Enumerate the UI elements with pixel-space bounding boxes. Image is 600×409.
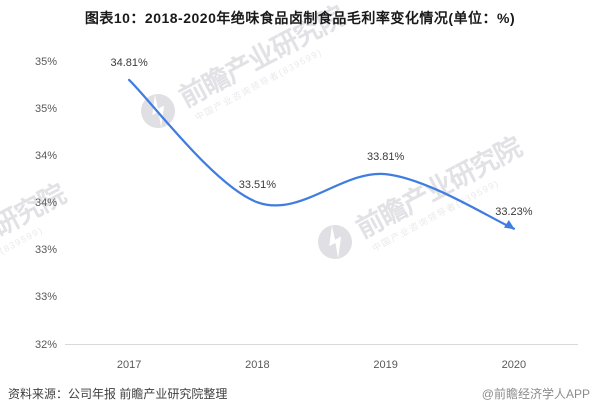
qianzhan-logo-bolt-icon [152,94,165,128]
margin-trend-line [127,78,516,230]
data-label: 33.81% [366,151,405,164]
x-tick-label: 2020 [501,359,527,371]
y-tick-label: 33% [34,291,57,304]
y-tick-label: 35% [34,103,57,116]
x-tick-label: 2017 [116,359,142,371]
data-label: 34.81% [110,56,148,69]
x-axis-line [65,344,578,345]
source-text: 资料来源：公司年报 前瞻产业研究院整理 [8,387,228,401]
y-tick-label: 34% [34,150,57,163]
chart-title: 图表10：2018-2020年绝味食品卤制食品毛利率变化情况(单位：%) [84,10,516,26]
y-tick-label: 32% [34,338,57,351]
watermark-brand-text: 前瞻产业研究院 [0,178,71,291]
credit-text: @前瞻经济学人APP [481,387,590,401]
qianzhan-logo-bolt-icon [329,225,342,259]
data-label: 33.23% [495,205,533,218]
watermark-subtext: 中国产业咨询领导者(839599) [370,177,501,254]
y-tick-label: 35% [34,56,57,68]
qianzhan-logo-icon [141,94,175,128]
watermark-brand-text: 前瞻产业研究院 [351,131,527,244]
x-tick-label: 2019 [373,359,398,371]
x-tick-label: 2018 [245,359,270,371]
qianzhan-logo-icon [318,225,352,259]
y-tick-label: 34% [34,197,57,210]
watermark-group: 前瞻产业研究院 中国产业咨询领导者(839599) [318,131,527,259]
data-label: 33.51% [238,179,277,192]
watermark-subtext: 中国产业咨询领导者(839599) [0,224,45,301]
watermark-subtext: 中国产业咨询领导者(839599) [193,46,324,123]
y-tick-label: 33% [34,244,57,257]
